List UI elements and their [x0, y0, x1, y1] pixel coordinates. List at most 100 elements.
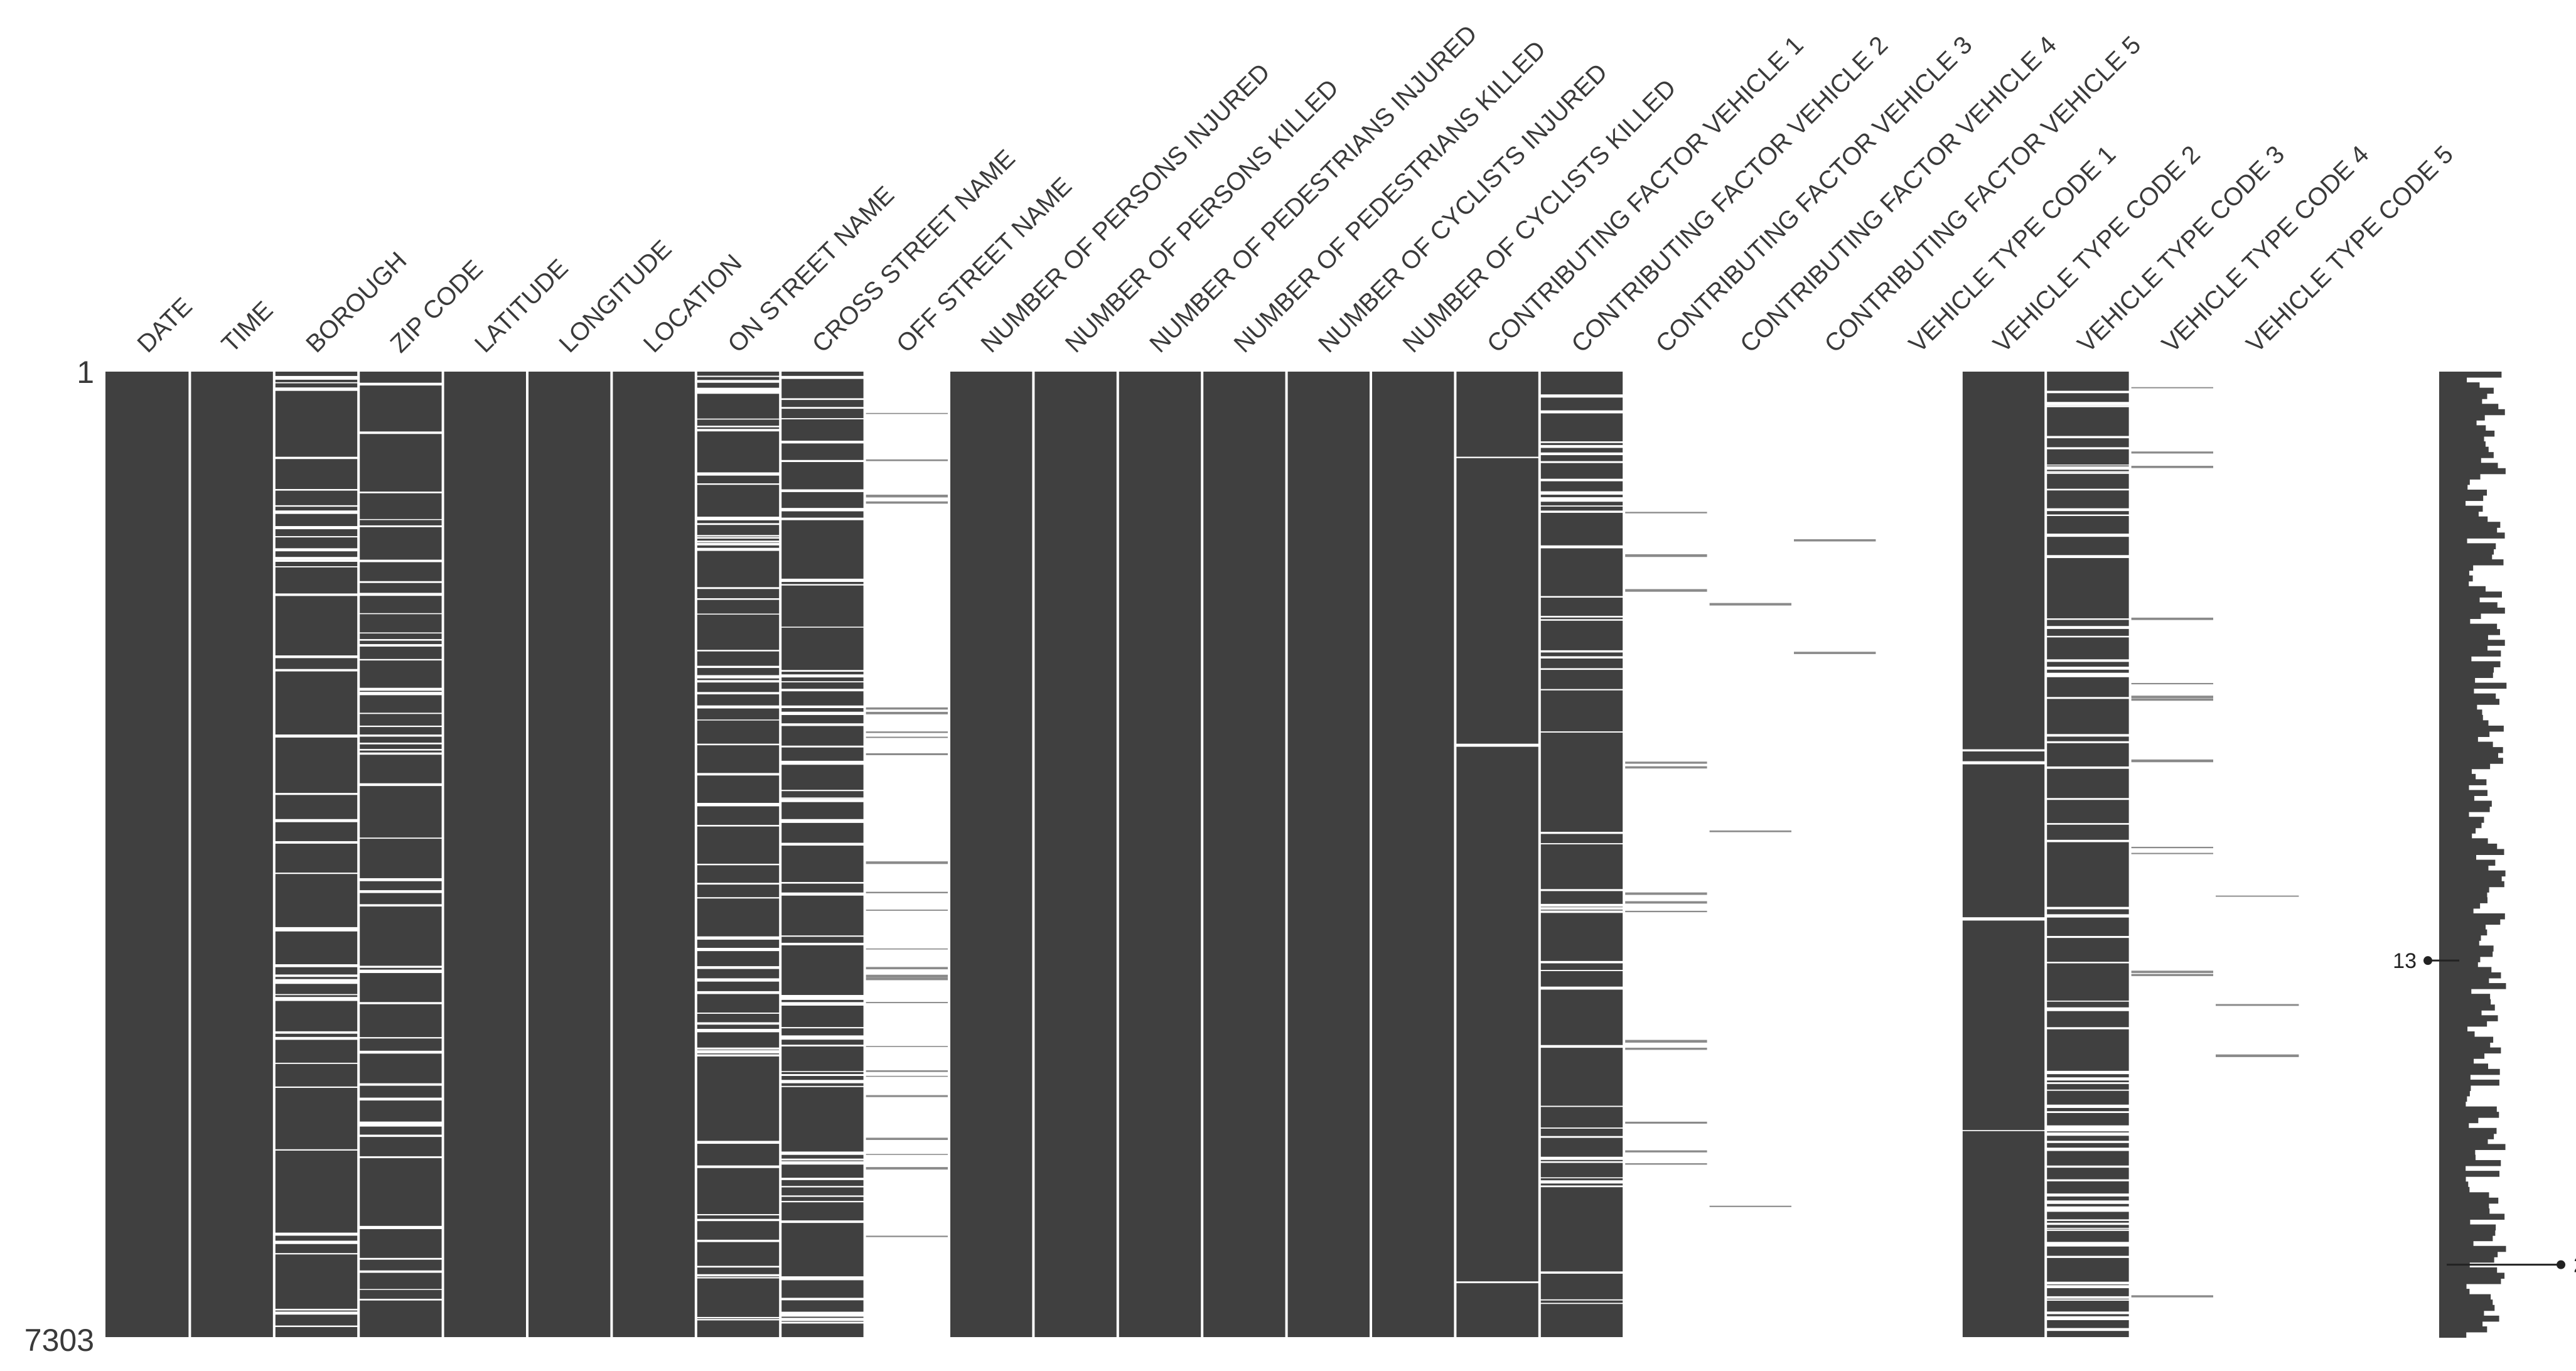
sparkline-bar [2439, 1047, 2501, 1054]
sparkline-bar [2439, 1160, 2501, 1166]
gap-line [780, 820, 865, 823]
sparkline-bar [2439, 672, 2493, 679]
gap-line [780, 1318, 865, 1320]
sparkline-bar [2439, 736, 2478, 743]
gap-line [274, 994, 359, 996]
gap-line [695, 542, 781, 546]
sparkline-bar [2439, 661, 2501, 667]
column-bar-zip-code [358, 372, 443, 1337]
gap-line [2046, 667, 2130, 670]
sparkline-max-label: 25 [2573, 1254, 2576, 1277]
gap-line [274, 964, 359, 967]
column-separator [1285, 372, 1288, 1337]
gap-line [358, 382, 443, 386]
gap-line [1539, 689, 1624, 691]
gap-line [358, 1083, 443, 1086]
gap-line [274, 1031, 359, 1034]
gap-line [695, 1141, 781, 1144]
gap-line [864, 891, 949, 893]
gap-line [695, 1028, 781, 1033]
gap-line [2130, 682, 2214, 685]
sparkline-bar [2439, 1117, 2479, 1124]
gap-line [780, 1279, 865, 1281]
sparkline-bar [2439, 511, 2479, 517]
gap-line [864, 948, 949, 950]
gap-line [274, 655, 359, 659]
gap-line [2046, 906, 2130, 910]
gap-line [2046, 626, 2130, 629]
gap-line [358, 1037, 443, 1039]
gap-line [2046, 471, 2130, 473]
sparkline-bar [2439, 1331, 2467, 1338]
gap-line [695, 535, 781, 537]
gap-line [1708, 1205, 1793, 1207]
sparkline-bar [2439, 532, 2505, 539]
gap-line [274, 548, 359, 552]
gap-line [780, 460, 865, 463]
gap-line [2046, 1311, 2130, 1315]
gap-line [1624, 761, 1709, 764]
sparkline-bar [2439, 1245, 2506, 1252]
gap-line [2046, 447, 2130, 449]
gap-line [695, 966, 781, 969]
gap-line [358, 525, 443, 527]
sparkline-bar [2439, 886, 2489, 893]
column-label-number-of-cyclists-injured: NUMBER OF CYCLISTS INJURED [1313, 58, 1613, 358]
gap-line [1539, 832, 1624, 834]
sparkline-bar [2439, 838, 2488, 844]
gap-line [695, 426, 781, 427]
sparkline-bar [2439, 881, 2504, 888]
gap-line [780, 578, 865, 582]
sparkline-bar [2439, 779, 2487, 785]
sparkline-bar [2439, 688, 2474, 694]
gap-line [695, 650, 781, 652]
gap-line [695, 380, 781, 383]
gap-line [1539, 1299, 1624, 1301]
sparkline-bar [2439, 924, 2486, 930]
gap-line [695, 863, 781, 866]
gap-line [780, 705, 865, 708]
gap-line [1624, 554, 1709, 557]
gap-line [2046, 734, 2130, 737]
sparkline-bar [2439, 623, 2498, 630]
gap-line [358, 431, 443, 434]
sparkline-bar [2439, 1165, 2466, 1172]
gap-line [274, 1240, 359, 1244]
gap-line [864, 712, 949, 714]
gap-line [864, 753, 949, 755]
column-gaps-vehicle-type-code-5 [2214, 895, 2299, 1057]
sparkline-bar [2439, 1026, 2468, 1032]
column-label-date: DATE [132, 293, 197, 358]
gap-line [2046, 534, 2130, 537]
gap-line [358, 965, 443, 968]
sparkline-bar [2439, 773, 2476, 780]
gap-line [1539, 731, 1624, 733]
gap-line [695, 675, 781, 679]
gap-line [1539, 1136, 1624, 1138]
sparkline-bar [2439, 495, 2484, 502]
sparkline-bar [2439, 446, 2489, 453]
column-separator [2213, 372, 2216, 1337]
gap-line [358, 752, 443, 755]
gap-line [780, 584, 865, 586]
sparkline-bar [2439, 377, 2467, 384]
gap-line [780, 797, 865, 799]
sparkline-bar [2439, 655, 2472, 662]
row-label-last: 7303 [24, 1323, 94, 1358]
sparkline-bar [2439, 1326, 2487, 1333]
gap-line [780, 1080, 865, 1083]
column-gaps-vehicle-type-code-3 [2046, 390, 2130, 1331]
sparkline-bar [2439, 1127, 2497, 1134]
column-gaps-contributing-factor-vehicle-2 [1539, 394, 1624, 1304]
gap-line [1539, 1186, 1624, 1188]
sparkline-bar [2439, 870, 2506, 877]
gap-line [695, 1274, 781, 1277]
gap-line [358, 581, 443, 583]
gap-line [2046, 1132, 2130, 1136]
gap-line [1539, 394, 1624, 398]
column-gaps-borough [274, 375, 359, 1327]
gap-line [780, 1003, 865, 1006]
sparkline-bar [2439, 1251, 2498, 1257]
sparkline-bar [2439, 586, 2486, 593]
gap-line [274, 593, 359, 596]
